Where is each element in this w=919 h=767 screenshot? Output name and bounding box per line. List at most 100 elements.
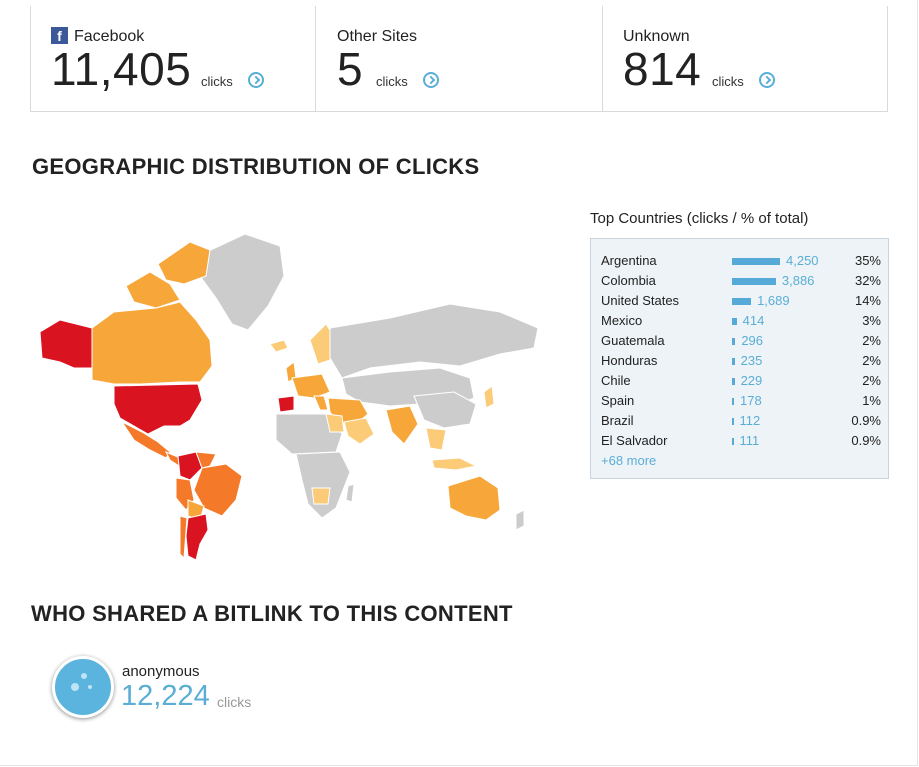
country-percent: 2%: [862, 353, 881, 368]
country-bar: [732, 438, 734, 445]
country-name: Colombia: [601, 273, 656, 288]
world-map[interactable]: [30, 228, 542, 568]
country-name: United States: [601, 293, 680, 308]
more-countries-link[interactable]: +68 more: [601, 453, 657, 468]
referrer-label: Facebook: [74, 28, 145, 45]
country-bar: [732, 378, 735, 385]
map-greenland[interactable]: [199, 233, 285, 331]
map-egypt[interactable]: [325, 413, 345, 433]
avatar[interactable]: [52, 656, 114, 718]
map-iceland[interactable]: [269, 339, 289, 353]
top-countries-title: Top Countries (clicks / % of total): [590, 210, 809, 227]
country-row[interactable]: El Salvador 111 0.9%: [601, 431, 881, 451]
map-canada-islands-2[interactable]: [125, 271, 181, 309]
country-clicks: 229: [740, 373, 763, 388]
map-canada[interactable]: [91, 301, 213, 385]
country-name: Spain: [601, 393, 635, 408]
country-name: El Salvador: [601, 433, 668, 448]
country-percent: 0.9%: [851, 413, 881, 428]
country-bar: [732, 278, 776, 285]
country-row[interactable]: Spain 178 1%: [601, 391, 881, 411]
map-south-africa[interactable]: [311, 487, 331, 505]
country-percent: 14%: [854, 293, 881, 308]
country-bar: [732, 418, 734, 425]
referrer-unit: clicks: [376, 74, 408, 89]
country-percent: 2%: [862, 333, 881, 348]
country-percent: 35%: [854, 253, 881, 268]
country-bar: [732, 258, 780, 265]
map-india[interactable]: [385, 405, 419, 445]
referrer-count: 814: [623, 43, 702, 95]
map-japan[interactable]: [483, 385, 495, 409]
chevron-right-circle-icon[interactable]: [248, 72, 264, 88]
referrer-card-other-sites: Other Sites 5 clicks: [315, 6, 602, 112]
country-bar: [732, 318, 737, 325]
world-map-svg[interactable]: [30, 228, 542, 568]
country-row[interactable]: Guatemala 296 2%: [601, 331, 881, 351]
country-percent: 1%: [862, 393, 881, 408]
sharer-count: 12,224: [121, 680, 210, 712]
map-australia[interactable]: [447, 475, 501, 521]
map-indonesia[interactable]: [431, 457, 478, 471]
sharer-unit: clicks: [217, 694, 252, 710]
map-chile[interactable]: [179, 515, 188, 560]
map-italy[interactable]: [313, 395, 329, 411]
country-row[interactable]: Colombia 3,886 32%: [601, 271, 881, 291]
country-percent: 32%: [854, 273, 881, 288]
country-row[interactable]: Honduras 235 2%: [601, 351, 881, 371]
country-name: Mexico: [601, 313, 643, 328]
country-clicks: 1,689: [757, 293, 790, 308]
map-brazil[interactable]: [193, 463, 243, 517]
geo-section-title: GEOGRAPHIC DISTRIBUTION OF CLICKS: [32, 154, 480, 179]
map-venezuela[interactable]: [195, 451, 217, 469]
map-russia[interactable]: [329, 303, 539, 379]
country-name: Honduras: [601, 353, 658, 368]
avatar-bubble: [81, 673, 87, 679]
country-clicks: 178: [740, 393, 762, 408]
top-countries-panel: Argentina 4,250 35% Colombia 3,886 32% United …: [590, 238, 889, 479]
map-colombia[interactable]: [177, 451, 203, 481]
referrer-count: 11,405: [51, 43, 192, 95]
sharer-name[interactable]: anonymous: [122, 663, 200, 680]
country-row[interactable]: Brazil 112 0.9%: [601, 411, 881, 431]
referrer-unit: clicks: [712, 74, 744, 89]
country-bar: [732, 338, 736, 345]
map-argentina[interactable]: [185, 513, 209, 561]
map-saudi-arabia[interactable]: [343, 417, 375, 445]
country-name: Brazil: [601, 413, 634, 428]
country-row[interactable]: Chile 229 2%: [601, 371, 881, 391]
referrer-unit: clicks: [201, 74, 233, 89]
map-spain[interactable]: [277, 395, 295, 413]
country-clicks: 112: [739, 413, 761, 428]
country-percent: 2%: [862, 373, 881, 388]
map-china[interactable]: [413, 391, 477, 429]
country-bar: [732, 298, 752, 305]
country-bar: [732, 398, 734, 405]
country-row[interactable]: United States 1,689 14%: [601, 291, 881, 311]
referrer-label: Unknown: [623, 28, 690, 45]
country-row[interactable]: Argentina 4,250 35%: [601, 251, 881, 271]
country-clicks: 296: [741, 333, 764, 348]
avatar-bubble: [71, 683, 79, 691]
map-europe-west[interactable]: [291, 373, 331, 399]
country-name: Argentina: [601, 253, 657, 268]
referrer-card-unknown: Unknown 814 clicks: [602, 6, 888, 112]
referrer-label: Other Sites: [337, 28, 418, 45]
map-southeast-asia[interactable]: [425, 427, 447, 451]
country-clicks: 414: [742, 313, 765, 328]
country-percent: 3%: [862, 313, 881, 328]
map-usa[interactable]: [113, 383, 203, 435]
map-canada-islands[interactable]: [157, 241, 211, 285]
map-madagascar[interactable]: [345, 483, 355, 503]
map-new-zealand[interactable]: [515, 509, 525, 531]
chevron-right-circle-icon[interactable]: [423, 72, 439, 88]
country-clicks: 3,886: [781, 273, 815, 288]
map-africa-south[interactable]: [295, 451, 351, 519]
sharers-section-title: WHO SHARED A BITLINK TO THIS CONTENT: [31, 601, 513, 626]
country-row[interactable]: Mexico 414 3%: [601, 311, 881, 331]
country-name: Chile: [601, 373, 631, 388]
chevron-right-circle-icon[interactable]: [759, 72, 775, 88]
referrer-card-facebook: f Facebook 11,405 clicks: [30, 6, 315, 112]
map-alaska[interactable]: [39, 319, 93, 369]
country-clicks: 111: [739, 433, 760, 448]
